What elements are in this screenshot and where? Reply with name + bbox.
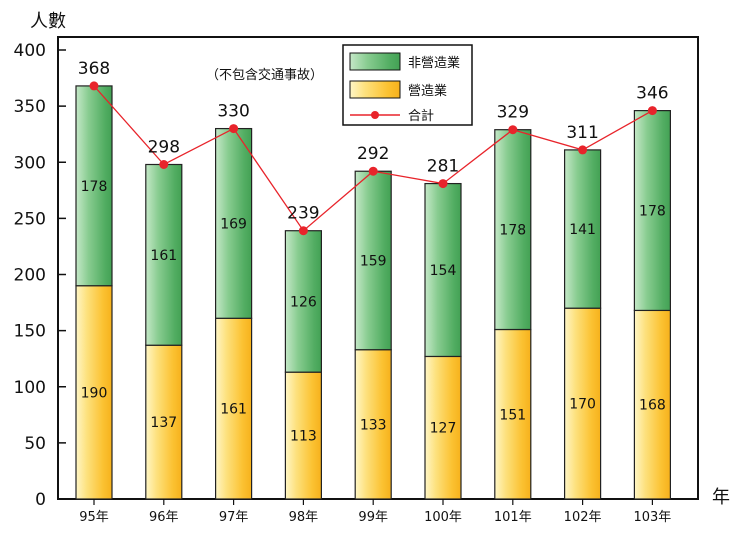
y-tick-label: 100 — [14, 378, 46, 398]
total-point — [89, 81, 99, 91]
data-label-construction: 168 — [639, 398, 666, 414]
total-data-label: 239 — [287, 204, 319, 224]
data-label-non-construction: 126 — [290, 294, 317, 310]
y-tick-label: 300 — [14, 153, 46, 173]
legend-label-non-construction: 非營造業 — [408, 55, 460, 71]
x-axis: 95年 96年 97年 98年 99年 100年 101年 102年 103年 — [79, 499, 671, 525]
total-line-layer: 368 298 330 239 292 281 329 311 346 — [78, 59, 669, 236]
x-tick-label: 96年 — [149, 510, 179, 525]
total-point — [647, 106, 657, 116]
total-point — [368, 166, 378, 176]
total-point — [508, 125, 518, 135]
data-label-non-construction: 178 — [81, 179, 108, 195]
total-point — [438, 179, 448, 189]
y-tick-label: 250 — [14, 209, 46, 229]
legend: 非營造業 營造業 合計 — [342, 44, 473, 126]
bar-construction — [75, 285, 113, 500]
bar-construction — [354, 349, 392, 500]
data-label-non-construction: 159 — [360, 253, 387, 269]
data-label-construction: 151 — [499, 407, 526, 423]
x-tick-label: 100年 — [424, 510, 462, 525]
data-label-non-construction: 161 — [150, 248, 177, 264]
legend-marker-total — [371, 111, 379, 119]
bars-layer — [75, 85, 672, 500]
y-tick-label: 150 — [14, 322, 46, 342]
bar-non-construction — [215, 127, 253, 319]
x-tick-label: 99年 — [358, 510, 388, 525]
total-point — [159, 159, 169, 169]
total-point — [298, 226, 308, 236]
total-data-label: 329 — [497, 103, 529, 123]
legend-label-total: 合計 — [408, 108, 434, 124]
x-tick-label: 95年 — [79, 510, 109, 525]
total-data-label: 368 — [78, 59, 110, 79]
data-label-non-construction: 141 — [569, 222, 596, 238]
y-tick-label: 400 — [14, 41, 46, 61]
data-label-construction: 127 — [430, 421, 457, 437]
bar-construction — [633, 309, 672, 500]
total-data-label: 298 — [148, 137, 180, 157]
bar-non-construction — [75, 85, 113, 287]
x-tick-label: 103年 — [633, 510, 671, 525]
legend-label-construction: 營造業 — [408, 83, 447, 99]
y-tick-label: 50 — [24, 434, 46, 454]
bar-non-construction — [354, 170, 392, 351]
bar-construction — [494, 328, 532, 500]
x-tick-label: 97年 — [219, 510, 249, 525]
x-tick-label: 101年 — [494, 510, 532, 525]
segment-labels-layer: 190 178 137 161 161 169 113 126 133 159 127 154 151 1… — [81, 179, 666, 445]
data-label-construction: 161 — [220, 402, 247, 418]
data-label-construction: 133 — [360, 417, 387, 433]
bar-construction — [284, 371, 322, 500]
y-tick-label: 0 — [35, 490, 46, 510]
total-data-label: 311 — [566, 123, 598, 143]
total-point — [578, 145, 588, 155]
annotation-note: （不包含交通事故） — [206, 67, 323, 83]
total-data-label: 292 — [357, 144, 389, 164]
bar-non-construction — [563, 149, 602, 309]
x-tick-label: 98年 — [289, 510, 319, 525]
x-axis-label: 年 — [712, 487, 730, 508]
total-data-label: 281 — [427, 157, 459, 177]
data-label-non-construction: 154 — [430, 263, 457, 279]
legend-swatch-construction — [349, 80, 401, 99]
total-point — [229, 124, 239, 134]
total-data-label: 346 — [636, 84, 668, 104]
data-label-construction: 190 — [81, 385, 108, 401]
y-tick-label: 200 — [14, 266, 46, 286]
data-label-construction: 113 — [290, 429, 317, 445]
data-label-non-construction: 169 — [220, 216, 247, 232]
y-tick-label: 350 — [14, 97, 46, 117]
total-data-label: 330 — [217, 102, 249, 122]
legend-swatch-non-construction — [349, 52, 401, 71]
x-tick-label: 102年 — [564, 510, 602, 525]
y-axis-label: 人數 — [30, 11, 66, 32]
data-label-non-construction: 178 — [639, 204, 666, 220]
data-label-non-construction: 178 — [499, 223, 526, 239]
bar-non-construction — [284, 230, 322, 373]
bar-construction — [563, 307, 602, 500]
y-axis: 0 50 100 150 200 250 300 350 400 — [14, 41, 66, 510]
bar-non-construction — [424, 182, 462, 358]
data-label-construction: 170 — [569, 397, 596, 413]
data-label-construction: 137 — [150, 415, 177, 431]
